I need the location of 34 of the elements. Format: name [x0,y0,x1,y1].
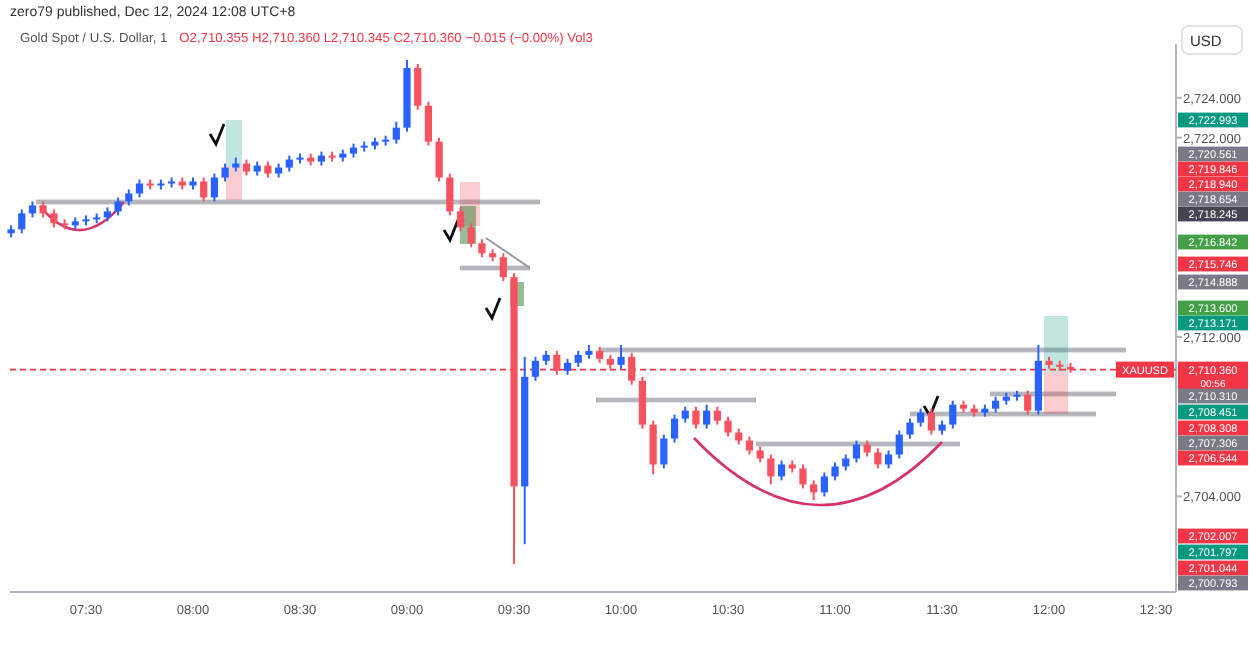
candlestick [499,252,507,283]
candlestick [638,375,647,430]
candlestick [927,407,935,436]
candlestick [424,100,433,147]
candlestick [446,172,454,217]
candlestick [467,222,475,249]
candlestick [703,403,711,430]
candlestick [660,433,668,470]
candlestick [777,459,786,482]
candlestick [820,471,828,498]
candlestick [949,399,957,430]
candlestick [1024,389,1032,416]
candlestick [435,136,443,183]
candlestick [799,463,807,490]
candlestick [531,355,540,382]
candlestick [18,208,26,235]
candlestick [670,413,679,444]
candlestick [852,439,861,464]
candlestick [392,120,400,145]
candlestick [617,343,625,370]
candlestick [724,415,732,438]
candlestick [456,206,465,233]
candlestick [692,405,700,430]
candlestick [810,479,818,502]
candlestick [874,447,882,470]
candlestick [210,172,218,203]
candlestick [767,453,775,486]
candlestick [895,429,903,460]
candlestick [414,62,422,111]
candlestick [200,176,208,203]
candlestick [649,419,657,476]
candlestick [906,417,914,440]
candlestick [628,351,636,386]
candlestick [553,349,561,376]
